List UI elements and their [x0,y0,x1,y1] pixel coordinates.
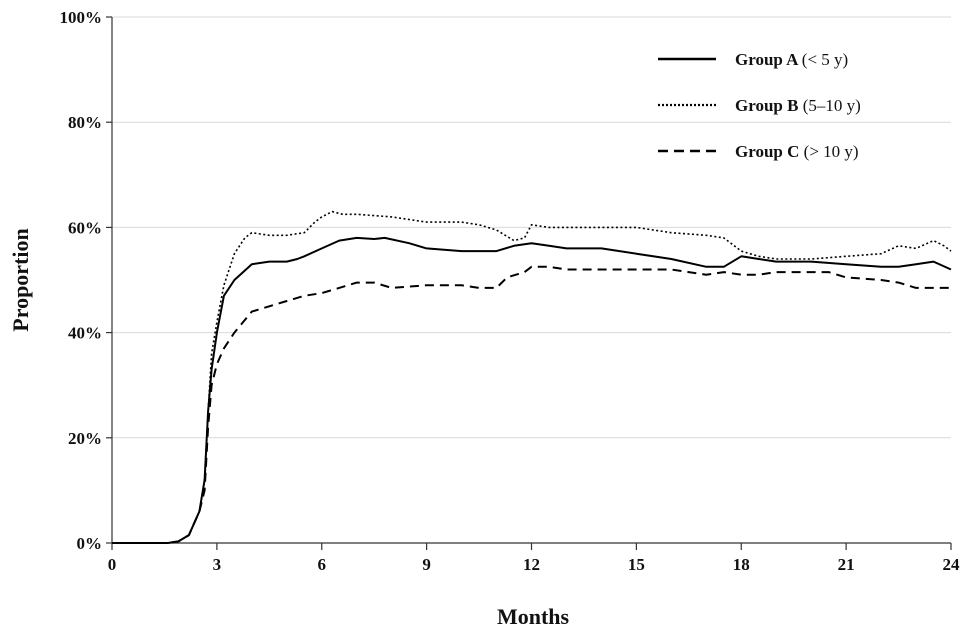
legend-series-name: Group C [735,142,804,161]
series-line-group-a [112,236,952,544]
y-axis-title: Proportion [8,228,33,331]
y-tick-label: 80% [68,113,102,132]
y-tick-label: 40% [68,324,102,343]
legend-entry: Group C (> 10 y) [735,142,859,161]
legend-series-range: (> 10 y) [804,142,859,161]
series-line-group-b [112,210,952,544]
legend-series-name: Group A [735,50,802,69]
x-tick-label: 15 [628,555,645,574]
series-lines [112,210,952,544]
x-axis-title: Months [497,604,570,629]
series-line-group-c [112,265,951,544]
x-tick-label: 0 [108,555,117,574]
legend: Group A (< 5 y) Group B (5–10 y) Group C (… [658,50,861,161]
legend-entry: Group B (5–10 y) [735,96,861,115]
legend-series-range: (< 5 y) [802,50,848,69]
axes: 0% 20% 40% 60% 80% 100% 0 3 6 9 12 15 18 21 24 [60,8,961,574]
x-tick-label: 3 [213,555,222,574]
legend-series-name: Group B [735,96,803,115]
legend-entry: Group A (< 5 y) [735,50,848,69]
y-tick-label: 20% [68,429,102,448]
gridlines [112,16,951,439]
legend-series-range: (5–10 y) [803,96,861,115]
x-tick-label: 18 [733,555,750,574]
y-tick-label: 0% [77,534,103,553]
x-tick-label: 9 [422,555,431,574]
y-tick-label: 100% [60,8,103,27]
y-tick-label: 60% [68,218,102,237]
x-tick-label: 21 [838,555,855,574]
x-tick-label: 24 [943,555,961,574]
x-tick-label: 12 [523,555,540,574]
x-tick-label: 6 [318,555,327,574]
